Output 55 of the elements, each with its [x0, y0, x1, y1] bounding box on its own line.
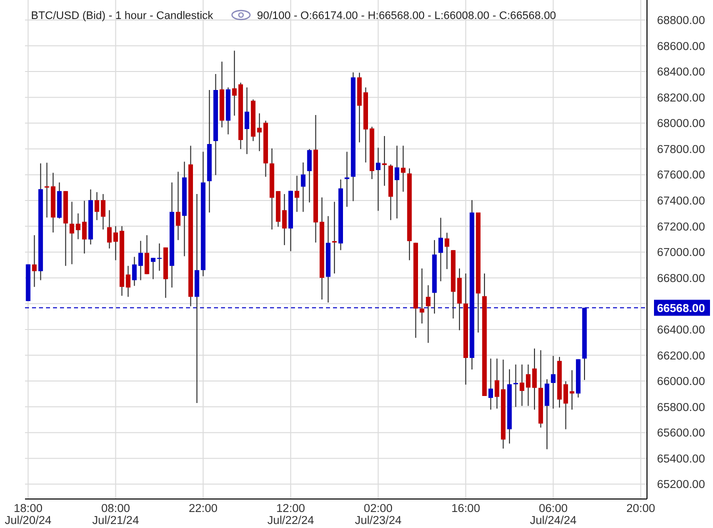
- candlestick: [94, 192, 100, 221]
- x-tick-label: 06:00 Jul/24/24: [530, 503, 578, 527]
- y-tick-label: 67400.00: [657, 196, 705, 208]
- candlestick: [544, 378, 550, 450]
- candlestick: [100, 194, 106, 230]
- text: 90/100 - O:66174.00 - H:66568.00 - L:66008.00 - C:66568.00: [257, 10, 556, 22]
- y-tick-label: 67000.00: [657, 247, 705, 260]
- x-tick-label: 16:00: [451, 503, 480, 515]
- x-tick-label: 18:00 Jul/20/24: [4, 503, 52, 527]
- candlestick: [107, 210, 112, 249]
- x-tick-label: 12:00 Jul/22/24: [267, 503, 315, 527]
- candlestick: [444, 232, 450, 270]
- candlestick: [438, 217, 444, 282]
- candlestick: [32, 234, 37, 288]
- y-tick-label: 65200.00: [657, 479, 705, 492]
- y-tick-label: 68400.00: [657, 66, 705, 79]
- candlestick: [376, 147, 380, 212]
- candlestick: [144, 234, 150, 275]
- y-tick-label: 66200.00: [657, 350, 705, 362]
- x-tick-label: 20:00: [626, 503, 656, 515]
- y-tick-label: 65600.00: [657, 428, 705, 440]
- ref-line-label: 66568.00: [657, 302, 705, 315]
- candlestick: [300, 162, 306, 212]
- x-tick-label: 08:00 Jul/21/24: [92, 503, 140, 527]
- y-tick-label: 67200.00: [657, 221, 705, 234]
- candlestick: [394, 145, 400, 219]
- y-tick-label: 66800.00: [657, 272, 705, 285]
- candlestick: [488, 358, 494, 410]
- y-tick-label: 68000.00: [657, 118, 705, 130]
- candlestick: [126, 265, 130, 298]
- y-tick-label: 65800.00: [657, 402, 705, 414]
- y-tick-label: 67600.00: [657, 170, 705, 182]
- candlestick: [332, 201, 337, 274]
- y-tick-label: 67800.00: [657, 144, 705, 156]
- candlestick: [307, 148, 312, 203]
- candlestick: [176, 171, 180, 241]
- candlestick: [400, 145, 406, 192]
- candlestick: [294, 175, 300, 212]
- candlestick: [138, 240, 143, 281]
- candlestick: [244, 86, 250, 155]
- x-tick-label: 22:00: [188, 503, 218, 515]
- candlestick: [232, 50, 237, 116]
- y-tick-label: 68600.00: [657, 40, 705, 53]
- y-tick-label: 66400.00: [657, 324, 705, 336]
- y-tick-label: 68200.00: [657, 92, 705, 104]
- candlestick: [426, 284, 431, 344]
- y-tick-label: 65400.00: [657, 453, 705, 466]
- y-tick-label: 66000.00: [657, 376, 705, 388]
- y-tick-label: 68800.00: [657, 15, 705, 28]
- candlestick: [420, 268, 424, 324]
- candlestick: [132, 256, 137, 286]
- x-tick-label: 02:00 Jul/23/24: [354, 503, 402, 527]
- candlestick: [550, 355, 556, 410]
- candlestick: [70, 201, 74, 265]
- text: BTC/USD (Bid) - 1 hour - Candlestick: [31, 10, 214, 22]
